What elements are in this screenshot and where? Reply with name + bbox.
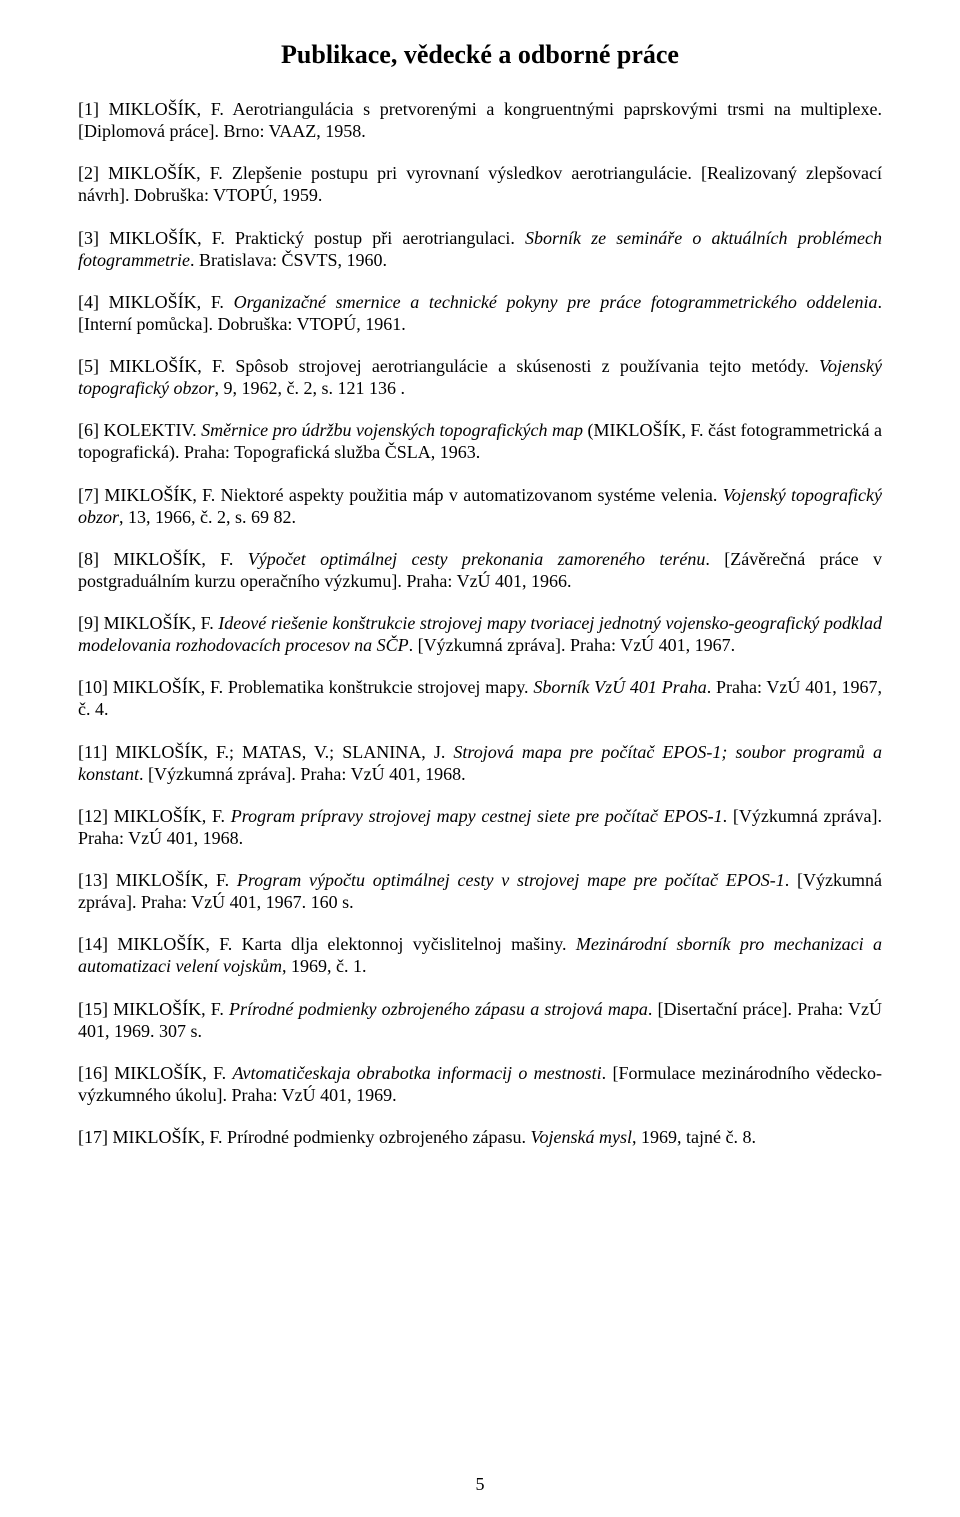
entry-tail: , 1969, tajné č. 8. [632, 1127, 756, 1147]
entry-lead: [11] MIKLOŠÍK, F.; MATAS, V.; SLANINA, J… [78, 742, 453, 762]
entry-lead: [2] MIKLOŠÍK, F. Zlepšenie postupu pri v… [78, 163, 882, 205]
bibliography-entry: [1] MIKLOŠÍK, F. Aerotriangulácia s pret… [78, 98, 882, 142]
bibliography-entry: [17] MIKLOŠÍK, F. Prírodné podmienky ozb… [78, 1126, 882, 1148]
entry-tail: , 1969, č. 1. [282, 956, 367, 976]
bibliography-entry: [11] MIKLOŠÍK, F.; MATAS, V.; SLANINA, J… [78, 741, 882, 785]
document-page: Publikace, vědecké a odborné práce [1] M… [0, 0, 960, 1517]
bibliography-entry: [4] MIKLOŠÍK, F. Organizačné smernice a … [78, 291, 882, 335]
entry-lead: [17] MIKLOŠÍK, F. Prírodné podmienky ozb… [78, 1127, 530, 1147]
entry-lead: [6] KOLEKTIV. [78, 420, 201, 440]
entry-title: Směrnice pro údržbu vojenských topografi… [201, 420, 583, 440]
bibliography-entry: [12] MIKLOŠÍK, F. Program prípravy stroj… [78, 805, 882, 849]
entry-title: Výpočet optimálnej cesty prekonania zamo… [248, 549, 706, 569]
bibliography-entry: [15] MIKLOŠÍK, F. Prírodné podmienky ozb… [78, 998, 882, 1042]
bibliography-entry: [9] MIKLOŠÍK, F. Ideové riešenie konštru… [78, 612, 882, 656]
entry-lead: [16] MIKLOŠÍK, F. [78, 1063, 232, 1083]
bibliography-entry: [8] MIKLOŠÍK, F. Výpočet optimálnej cest… [78, 548, 882, 592]
entry-title: Prírodné podmienky ozbrojeného zápasu a … [229, 999, 648, 1019]
bibliography-entry: [10] MIKLOŠÍK, F. Problematika konštrukc… [78, 676, 882, 720]
bibliography-entry: [3] MIKLOŠÍK, F. Praktický postup při ae… [78, 227, 882, 271]
entry-lead: [13] MIKLOŠÍK, F. [78, 870, 237, 890]
bibliography-entry: [5] MIKLOŠÍK, F. Spôsob strojovej aerotr… [78, 355, 882, 399]
entry-title: Program výpočtu optimálnej cesty v stroj… [237, 870, 785, 890]
entry-title: Organizačné smernice a technické pokyny … [234, 292, 878, 312]
entry-lead: [1] MIKLOŠÍK, F. Aerotriangulácia s pret… [78, 99, 882, 141]
entry-tail: , 9, 1962, č. 2, s. 121 136 . [215, 378, 406, 398]
page-number: 5 [0, 1474, 960, 1495]
page-title: Publikace, vědecké a odborné práce [78, 40, 882, 70]
entry-lead: [15] MIKLOŠÍK, F. [78, 999, 229, 1019]
entry-title: Avtomatičeskaja obrabotka informacij o m… [232, 1063, 601, 1083]
bibliography-entry: [6] KOLEKTIV. Směrnice pro údržbu vojens… [78, 419, 882, 463]
entry-lead: [9] MIKLOŠÍK, F. [78, 613, 218, 633]
entry-title: Vojenská mysl [530, 1127, 631, 1147]
bibliography-entry: [16] MIKLOŠÍK, F. Avtomatičeskaja obrabo… [78, 1062, 882, 1106]
entry-tail: . [Výzkumná zpráva]. Praha: VzÚ 401, 196… [139, 764, 466, 784]
entries-container: [1] MIKLOŠÍK, F. Aerotriangulácia s pret… [78, 98, 882, 1148]
entry-tail: . [Výzkumná zpráva]. Praha: VzÚ 401, 196… [409, 635, 736, 655]
entry-lead: [3] MIKLOŠÍK, F. Praktický postup při ae… [78, 228, 525, 248]
entry-lead: [7] MIKLOŠÍK, F. Niektoré aspekty použit… [78, 485, 723, 505]
entry-lead: [12] MIKLOŠÍK, F. [78, 806, 231, 826]
bibliography-entry: [2] MIKLOŠÍK, F. Zlepšenie postupu pri v… [78, 162, 882, 206]
entry-lead: [5] MIKLOŠÍK, F. Spôsob strojovej aerotr… [78, 356, 819, 376]
entry-tail: . Bratislava: ČSVTS, 1960. [190, 250, 387, 270]
entry-lead: [10] MIKLOŠÍK, F. Problematika konštrukc… [78, 677, 533, 697]
entry-lead: [8] MIKLOŠÍK, F. [78, 549, 248, 569]
entry-lead: [14] MIKLOŠÍK, F. Karta dlja elektonnoj … [78, 934, 576, 954]
bibliography-entry: [14] MIKLOŠÍK, F. Karta dlja elektonnoj … [78, 933, 882, 977]
entry-lead: [4] MIKLOŠÍK, F. [78, 292, 234, 312]
entry-tail: , 13, 1966, č. 2, s. 69 82. [119, 507, 296, 527]
bibliography-entry: [7] MIKLOŠÍK, F. Niektoré aspekty použit… [78, 484, 882, 528]
entry-title: Program prípravy strojovej mapy cestnej … [231, 806, 723, 826]
bibliography-entry: [13] MIKLOŠÍK, F. Program výpočtu optimá… [78, 869, 882, 913]
entry-title: Sborník VzÚ 401 Praha [533, 677, 706, 697]
